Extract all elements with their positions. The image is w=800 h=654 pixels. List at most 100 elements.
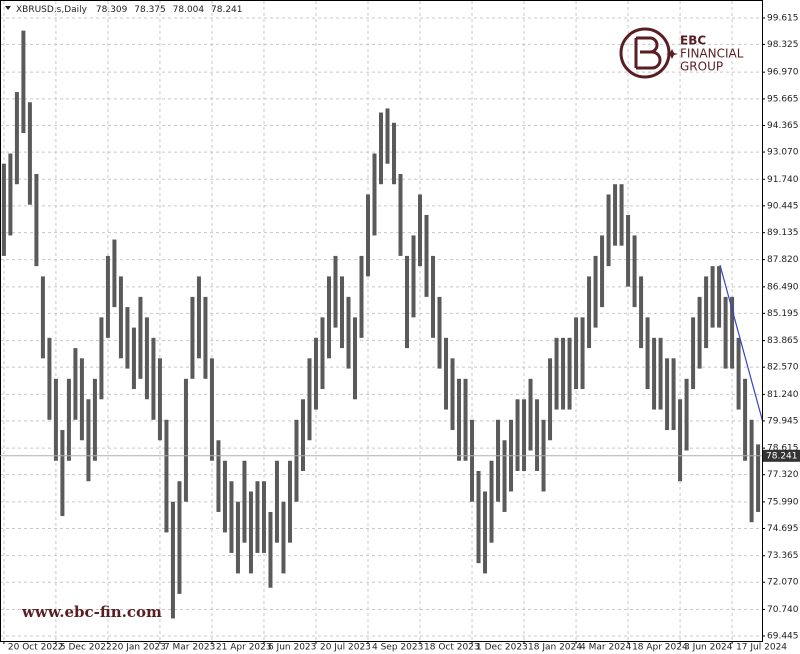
x-tick-label: 5 Dec 2022 [60, 643, 112, 653]
logo-mark [634, 36, 662, 70]
price-bar [131, 327, 136, 390]
brand-3: GROUP [680, 60, 723, 74]
bars [1, 30, 761, 619]
x-tick-label: 17 Jul 2024 [736, 643, 787, 653]
y-tick-label: 81.240 [767, 390, 799, 400]
y-tick-label: 91.740 [767, 175, 799, 185]
y-tick-label: 93.070 [767, 148, 799, 158]
price-bar [79, 358, 84, 441]
price-bar [157, 358, 162, 441]
price-bar [34, 173, 39, 267]
price-bar [730, 296, 735, 369]
y-tick-label: 75.990 [767, 497, 799, 507]
price-bar [73, 348, 78, 420]
price-bar [697, 296, 702, 369]
x-tick-label: 20 Oct 2022 [8, 643, 64, 653]
price-bar [112, 239, 117, 308]
price-bar [580, 317, 585, 390]
price-label: 78.241 [766, 451, 798, 461]
watermark-url: www.ebc-fin.com [21, 603, 162, 621]
y-tick-label: 78.615 [767, 444, 799, 454]
quote-low: 78.004 [173, 5, 205, 15]
price-bar [372, 153, 377, 236]
x-tick-label: 18 Oct 2023 [424, 643, 480, 653]
price-bar [704, 276, 709, 349]
x-tick-label: 18 Jan 2024 [528, 643, 582, 653]
price-bar [632, 235, 637, 308]
price-bar [463, 378, 468, 461]
x-tick-label: 6 Jun 2023 [268, 643, 316, 653]
y-tick-label: 89.135 [767, 228, 799, 238]
price-bar [60, 430, 65, 517]
y-tick-label: 83.865 [767, 336, 799, 346]
collapse-icon [5, 6, 11, 10]
y-tick-label: 90.445 [767, 201, 799, 211]
price-bar [190, 296, 195, 379]
price-bar [1, 163, 6, 256]
price-bar [626, 214, 631, 287]
price-bar [92, 378, 97, 461]
price-bar [255, 481, 260, 553]
price-bar [183, 378, 188, 502]
price-bar [476, 470, 481, 564]
y-tick-label: 94.365 [767, 121, 799, 131]
price-bar [242, 460, 247, 543]
price-bar [561, 337, 566, 410]
price-bar [691, 317, 696, 390]
price-bar [105, 255, 110, 338]
brand-2: FINANCIAL [680, 47, 744, 61]
price-bar [164, 419, 169, 533]
price-bar [196, 276, 201, 359]
price-bar [431, 255, 436, 338]
y-tick-label: 74.695 [767, 524, 799, 534]
price-bar [587, 276, 592, 349]
price-bar [287, 460, 292, 543]
price-bar [639, 276, 644, 349]
y-tick-label: 98.325 [767, 40, 799, 50]
price-bar [333, 255, 338, 328]
y-tick-label: 95.665 [767, 94, 799, 104]
price-bar [483, 491, 488, 574]
logo: EBC FINANCIAL GROUP [619, 27, 744, 79]
price-bar [600, 235, 605, 308]
x-tick-label: 7 Mar 2023 [164, 643, 215, 653]
price-bar [8, 153, 13, 236]
price-bar [723, 296, 728, 369]
price-bar [352, 317, 357, 400]
price-bar [450, 358, 455, 431]
price-bar [574, 317, 579, 390]
price-bar [379, 112, 383, 185]
x-tick-label: 3 Jun 2024 [684, 643, 733, 653]
price-bar [313, 337, 318, 410]
price-bar [170, 501, 175, 619]
price-bar [222, 460, 227, 533]
price-bar [27, 102, 32, 205]
price-bar [678, 399, 683, 482]
price-bar [40, 276, 45, 359]
price-label-box [763, 449, 800, 462]
y-tick-label: 79.945 [767, 416, 799, 426]
y-tick-label: 72.070 [767, 578, 799, 588]
price-bar [21, 30, 26, 134]
x-tick-label: 4 Mar 2024 [580, 643, 632, 653]
price-bar [424, 214, 429, 297]
price-bar [125, 307, 130, 369]
y-tick-label: 77.320 [767, 470, 799, 480]
price-bar [326, 276, 331, 359]
y-tick-label: 85.195 [767, 309, 799, 319]
price-bar [392, 122, 397, 185]
price-bar [53, 378, 58, 461]
price-bar [405, 255, 410, 349]
price-bar [437, 296, 442, 369]
price-bar [593, 255, 598, 328]
price-bar [248, 491, 253, 574]
price-bar [502, 440, 507, 512]
price-bar [736, 337, 741, 410]
x-tick-label: 1 Dec 2023 [476, 643, 528, 653]
price-bar [743, 378, 748, 461]
quote-open: 78.309 [96, 5, 128, 15]
price-bar [144, 317, 149, 400]
price-bar [138, 296, 143, 379]
y-tick-label: 99.615 [767, 14, 799, 24]
